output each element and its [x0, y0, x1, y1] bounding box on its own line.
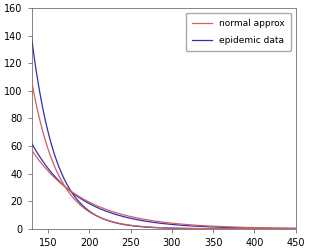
Legend: normal approx, epidemic data: normal approx, epidemic data [186, 13, 291, 51]
